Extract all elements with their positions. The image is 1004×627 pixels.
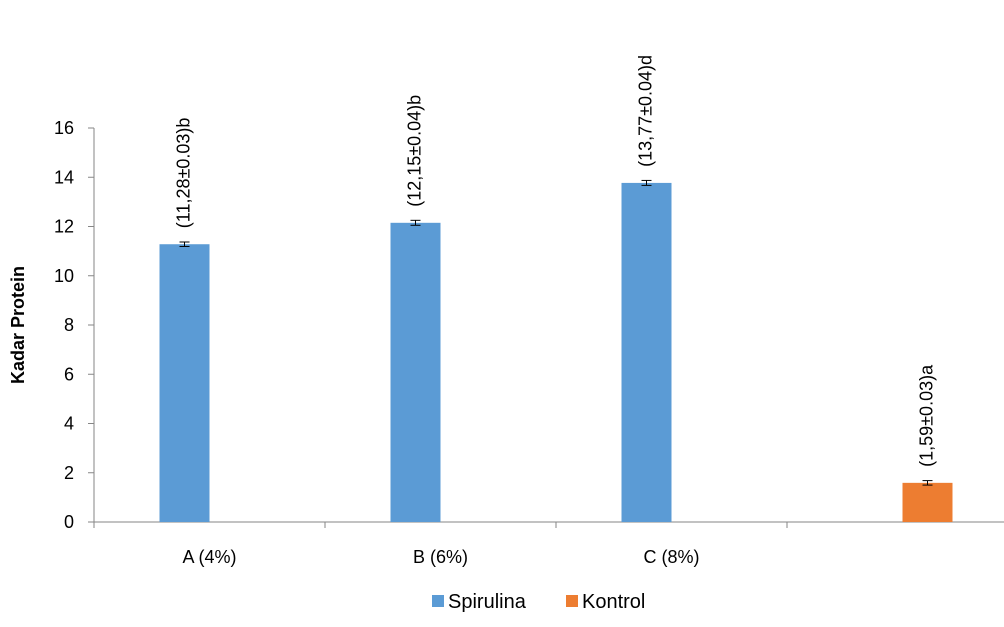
data-label-group: (11,28±0.03)b (12,15±0.04)b (13,77±0.04)d (… bbox=[174, 55, 937, 467]
error-bar bbox=[179, 241, 190, 247]
error-bar bbox=[641, 179, 652, 186]
y-tick-label: 14 bbox=[54, 167, 74, 187]
x-category-label: A (4%) bbox=[182, 547, 236, 567]
bar-kontrol bbox=[902, 482, 953, 522]
legend-label: Kontrol bbox=[582, 591, 645, 613]
legend-item: Kontrol bbox=[566, 591, 645, 613]
legend: Spirulina Kontrol bbox=[432, 591, 645, 613]
x-category-label: C (8%) bbox=[643, 547, 699, 567]
data-label: (13,77±0.04)d bbox=[636, 55, 656, 167]
y-tick-label: 2 bbox=[64, 463, 74, 483]
legend-label: Spirulina bbox=[448, 591, 527, 613]
legend-item: Spirulina bbox=[432, 591, 527, 613]
y-axis-title: Kadar Protein bbox=[8, 266, 28, 384]
y-tick-label: 0 bbox=[64, 512, 74, 532]
bar-spirulina bbox=[390, 222, 441, 522]
bar-spirulina bbox=[621, 182, 672, 522]
data-label: (11,28±0.03)b bbox=[174, 118, 194, 229]
data-label: (1,59±0.03)a bbox=[917, 364, 937, 467]
y-tick-label: 12 bbox=[54, 217, 74, 237]
bar-group bbox=[159, 182, 953, 523]
legend-swatch bbox=[566, 595, 578, 607]
error-bar-group bbox=[179, 179, 933, 486]
x-axis-ticks: A (4%) B (6%) C (8%) bbox=[93, 522, 788, 567]
y-tick-label: 6 bbox=[64, 364, 74, 384]
y-tick-label: 8 bbox=[64, 315, 74, 335]
y-axis-ticks: 0 2 4 6 8 10 12 14 16 bbox=[54, 118, 94, 532]
y-tick-label: 4 bbox=[64, 414, 74, 434]
x-category-label: B (6%) bbox=[413, 547, 468, 567]
data-label: (12,15±0.04)b bbox=[405, 95, 425, 207]
bar-spirulina bbox=[159, 244, 210, 523]
legend-swatch bbox=[432, 595, 444, 607]
y-tick-label: 10 bbox=[54, 266, 74, 286]
error-bar bbox=[922, 480, 933, 486]
error-bar bbox=[410, 219, 421, 226]
y-tick-label: 16 bbox=[54, 118, 74, 138]
